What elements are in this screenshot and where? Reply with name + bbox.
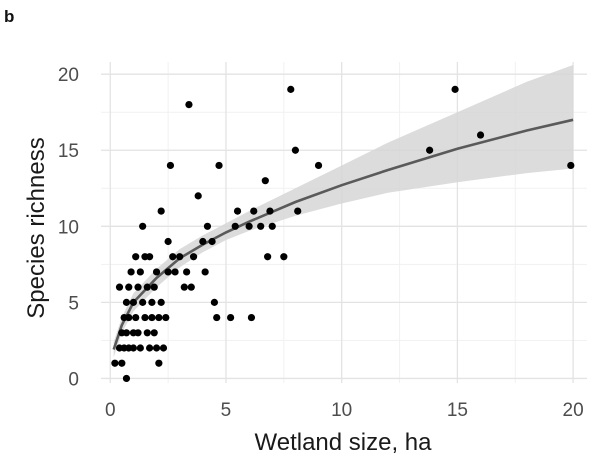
data-point xyxy=(115,283,124,291)
data-point xyxy=(476,131,485,139)
data-point xyxy=(176,253,184,261)
data-point xyxy=(143,329,151,337)
data-point xyxy=(245,222,253,230)
data-point xyxy=(148,298,156,306)
x-tick-label: 5 xyxy=(221,400,232,421)
confidence-band xyxy=(113,65,574,358)
y-tick-label: 0 xyxy=(68,369,79,390)
data-point xyxy=(139,298,147,306)
data-point xyxy=(287,85,295,93)
data-point xyxy=(264,253,272,261)
data-point xyxy=(125,313,133,322)
data-point xyxy=(189,253,198,261)
data-point xyxy=(146,344,154,352)
data-point xyxy=(180,283,188,291)
data-point xyxy=(155,359,163,367)
data-point xyxy=(146,253,154,261)
data-point xyxy=(132,313,140,322)
data-point xyxy=(125,283,133,291)
x-tick-label: 0 xyxy=(105,400,116,421)
y-tick-label: 5 xyxy=(68,293,79,314)
y-axis-title: Species richness xyxy=(23,137,50,318)
data-point xyxy=(280,253,288,261)
data-point xyxy=(210,298,218,306)
data-point xyxy=(122,298,131,306)
data-point xyxy=(268,222,276,230)
data-point xyxy=(261,177,269,185)
data-point xyxy=(155,313,163,322)
data-point xyxy=(208,237,216,246)
data-point xyxy=(148,313,156,322)
data-point xyxy=(247,313,256,322)
panel-letter: b xyxy=(4,7,14,26)
data-point xyxy=(567,161,575,170)
data-point xyxy=(257,222,265,230)
data-point xyxy=(136,344,144,352)
data-point xyxy=(111,359,119,367)
data-point xyxy=(171,268,179,276)
data-point xyxy=(127,268,135,276)
data-point xyxy=(143,283,151,291)
data-point xyxy=(250,207,258,215)
data-point xyxy=(266,207,274,215)
data-point xyxy=(134,283,142,291)
data-point xyxy=(201,268,209,276)
data-point xyxy=(199,237,207,246)
y-tick-labels: 0 5 10 15 20 xyxy=(58,65,79,390)
data-point xyxy=(185,100,193,109)
data-point xyxy=(194,192,202,200)
data-point xyxy=(213,313,221,322)
data-point xyxy=(166,161,175,170)
data-point xyxy=(231,222,239,230)
data-point xyxy=(129,344,137,352)
data-point xyxy=(164,268,172,276)
x-axis-title: Wetland size, ha xyxy=(255,429,433,456)
data-point xyxy=(129,298,137,306)
data-point xyxy=(157,207,165,215)
y-tick-label: 15 xyxy=(58,141,79,162)
x-tick-label: 10 xyxy=(331,400,352,421)
data-point xyxy=(139,222,147,230)
data-point xyxy=(314,161,323,170)
x-tick-label: 20 xyxy=(563,400,584,421)
data-point xyxy=(233,207,242,215)
x-tick-label: 15 xyxy=(447,400,468,421)
data-point xyxy=(122,374,131,383)
data-point xyxy=(183,268,191,276)
data-point xyxy=(203,222,212,230)
data-point xyxy=(132,253,140,261)
data-point xyxy=(152,344,161,352)
data-point xyxy=(159,344,168,352)
data-point xyxy=(291,146,299,154)
data-points-layer xyxy=(111,85,575,383)
y-tick-label: 10 xyxy=(58,217,79,238)
data-point xyxy=(426,146,434,154)
y-tick-label: 20 xyxy=(58,65,79,86)
data-point xyxy=(157,298,165,306)
data-point xyxy=(164,237,172,246)
data-point xyxy=(150,329,158,337)
data-point xyxy=(122,329,131,337)
x-tick-labels: 0 5 10 15 20 xyxy=(105,400,584,421)
data-point xyxy=(294,207,302,215)
data-point xyxy=(451,85,459,93)
data-point xyxy=(162,313,170,322)
data-point xyxy=(187,283,195,291)
data-point xyxy=(215,161,223,170)
confidence-band-layer xyxy=(113,65,574,358)
data-point xyxy=(150,283,158,291)
data-point xyxy=(134,329,142,337)
data-point xyxy=(136,268,144,276)
data-point xyxy=(169,253,177,261)
data-point xyxy=(141,313,149,322)
data-point xyxy=(227,313,235,322)
data-point xyxy=(152,268,161,276)
data-point xyxy=(118,359,126,367)
